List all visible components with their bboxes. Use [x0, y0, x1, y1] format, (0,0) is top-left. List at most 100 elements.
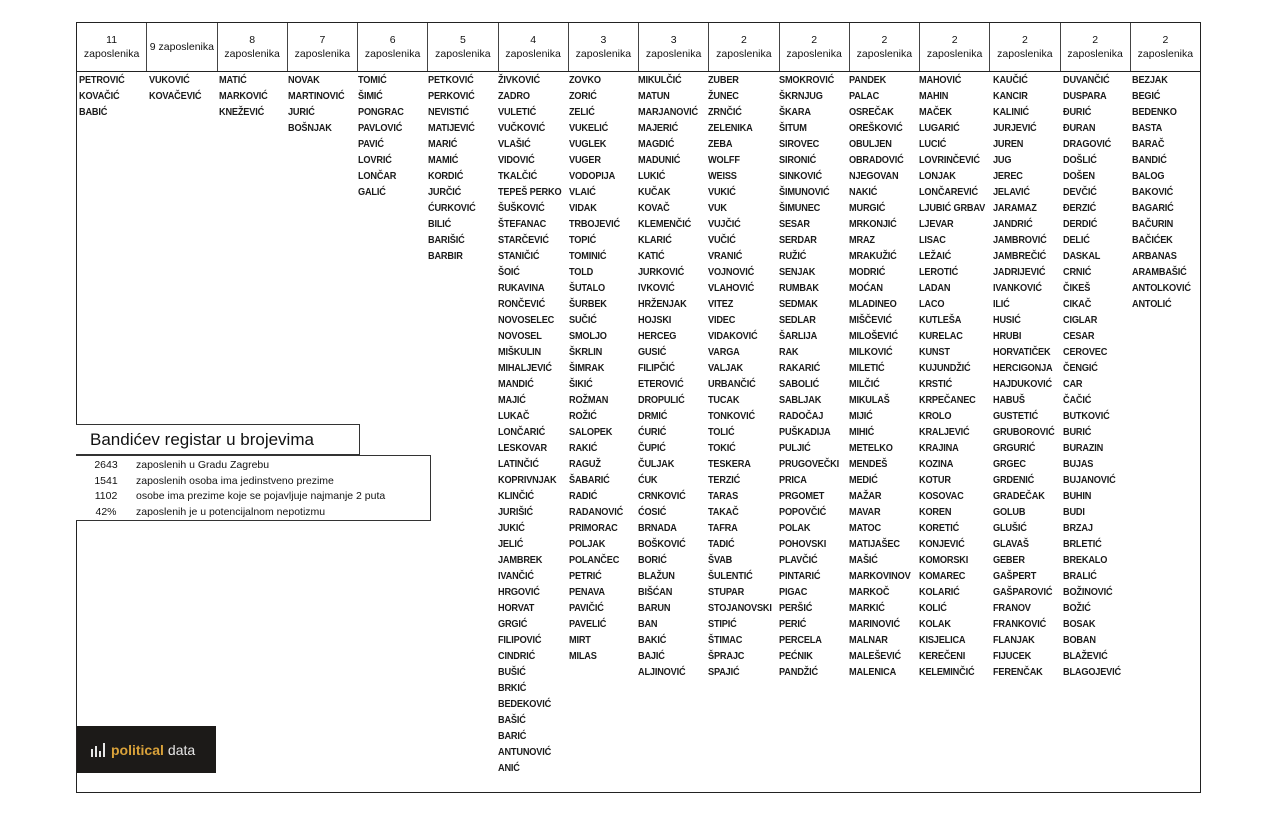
surname: OREŠKOVIĆ	[849, 123, 903, 134]
logo-word-data: data	[167, 741, 196, 758]
surname: MAJERIĆ	[638, 123, 679, 134]
surname: SESAR	[779, 219, 811, 230]
surname: STUPAR	[708, 587, 745, 598]
column-count: 11	[106, 34, 118, 46]
surname: GUSIĆ	[638, 347, 667, 358]
surname: CESAR	[1062, 331, 1094, 342]
surname: KROLO	[918, 411, 952, 422]
column-header: 9 zaposlenika	[147, 23, 218, 71]
surname: NOVOSEL	[497, 331, 542, 342]
surname: IVKOVIĆ	[638, 283, 675, 294]
surname: LISAC	[918, 235, 946, 246]
surname: VUGLEK	[568, 139, 606, 150]
surname: HRŽENJAK	[638, 299, 687, 310]
surname: BUDI	[1062, 507, 1085, 518]
surname: BAKOVIĆ	[1132, 187, 1174, 198]
surname: RAGUŽ	[568, 459, 601, 470]
surname: BARBIR	[427, 251, 463, 262]
surname: LOVRINČEVIĆ	[918, 155, 980, 166]
surname: SMOLJO	[568, 331, 607, 342]
surname: OSREČAK	[849, 107, 894, 118]
surname-column: DUVANČIĆ DUSPARA ĐURIĆ ĐURAN DRAGOVIĆ DOŠLIĆ D…	[1061, 72, 1131, 777]
surname: BAKIĆ	[638, 635, 667, 646]
surname: LJUBIĆ GRBAV	[918, 203, 986, 214]
surname: ZEBA	[708, 139, 733, 150]
column-label: zaposlenika	[158, 41, 214, 53]
surname: VUČKOVIĆ	[497, 123, 545, 134]
surname: MAVAR	[849, 507, 881, 518]
surname: MATIJEVIĆ	[427, 123, 475, 134]
surname: ČENGIĆ	[1062, 363, 1098, 374]
surname: BAČURIN	[1132, 219, 1174, 230]
column-header: 2 zaposlenika	[990, 23, 1061, 71]
surname: DROPULIĆ	[638, 395, 685, 406]
surname: PAVIČIĆ	[568, 603, 604, 614]
surname: KELEMINČIĆ	[918, 667, 975, 678]
stats-row: 2643 zaposlenih u Gradu Zagrebu	[76, 458, 430, 474]
surname: PANDEK	[849, 75, 887, 86]
surname: TUCAK	[708, 395, 740, 406]
surname: MIHALJEVIĆ	[497, 363, 552, 374]
surname: SALOPEK	[568, 427, 612, 438]
surname: METELKO	[849, 443, 893, 454]
surname: PINTARIĆ	[779, 571, 821, 582]
surname: KUJUNDŽIĆ	[918, 363, 971, 374]
surname: BLAGOJEVIĆ	[1062, 667, 1121, 678]
surname-column: MAHOVIĆ MAHIN MAČEK LUGARIĆ LUCIĆ LOVRINČEVIĆ…	[917, 72, 991, 777]
surname: MAŠIĆ	[849, 555, 878, 566]
surname: KOMAREC	[918, 571, 966, 582]
surname: WEISS	[708, 171, 737, 182]
column-count: 3	[670, 34, 677, 46]
surname-column: MIKULČIĆ MATUN MARJANOVIĆ MAJERIĆ MAGDIĆ MADU…	[636, 72, 706, 777]
surname: GRDENIĆ	[992, 475, 1034, 486]
surname: KORDIĆ	[427, 171, 464, 182]
surname: VUGER	[568, 155, 601, 166]
surname: BRNADA	[638, 523, 678, 534]
surname: MARINOVIĆ	[849, 619, 901, 630]
surname: TAFRA	[708, 523, 738, 534]
surname: SUČIĆ	[568, 315, 597, 326]
surname: ZUBER	[708, 75, 739, 86]
surname: ROŽIĆ	[568, 411, 597, 422]
surname: ŽUNEC	[708, 91, 739, 102]
surname: BRALIĆ	[1062, 571, 1097, 582]
surname-column: SMOKROVIĆ ŠKRNJUG ŠKARA ŠITUM SIROVEC SIRONIĆ…	[777, 72, 847, 777]
surname: VUČIĆ	[708, 235, 736, 246]
stats-row: 1102 osobe ima prezime koje se pojavljuje…	[76, 489, 430, 505]
surname: BABIĆ	[79, 107, 108, 118]
surname: CINDRIĆ	[497, 651, 535, 662]
surname: PULJIĆ	[779, 443, 811, 454]
surname: ŠTEFANAC	[497, 219, 546, 230]
surname: KLEMENČIĆ	[638, 219, 692, 230]
surname: JARAMAZ	[992, 203, 1037, 214]
surname: KOMORSKI	[918, 555, 969, 566]
surname: VUJČIĆ	[708, 219, 741, 230]
surname: VUKELIĆ	[568, 123, 608, 134]
column-header: 2 zaposlenika	[850, 23, 920, 71]
surname: ŠPRAJC	[708, 651, 745, 662]
column-label: zaposlenika	[1067, 48, 1123, 60]
surname: ZELIĆ	[568, 107, 595, 118]
surname: CRNKOVIĆ	[638, 491, 686, 502]
surname: PAVIĆ	[358, 139, 384, 150]
surname: MLADINEO	[849, 299, 897, 310]
column-header: 2 zaposlenika	[780, 23, 850, 71]
surname: MOĆAN	[849, 283, 883, 294]
surname: BREKALO	[1062, 555, 1107, 566]
surname: KOREN	[918, 507, 952, 518]
surname: LONČAREVIĆ	[918, 187, 978, 198]
surname: KLINČIĆ	[497, 491, 534, 502]
surname: BASTA	[1132, 123, 1163, 134]
surname: CEROVEC	[1062, 347, 1107, 358]
surname: ČUPIĆ	[638, 443, 667, 454]
surname: MALENICA	[849, 667, 897, 678]
surname: PLAVČIĆ	[779, 555, 818, 566]
surname: PERKOVIĆ	[427, 91, 475, 102]
surname: HERCIGONJA	[992, 363, 1053, 374]
surname: TADIĆ	[708, 539, 735, 550]
surname: SIROVEC	[779, 139, 820, 150]
surname: ČULJAK	[638, 459, 675, 470]
surname: MRKONJIĆ	[849, 219, 897, 230]
surname: RADOČAJ	[779, 411, 824, 422]
surname: KISJELICA	[918, 635, 966, 646]
